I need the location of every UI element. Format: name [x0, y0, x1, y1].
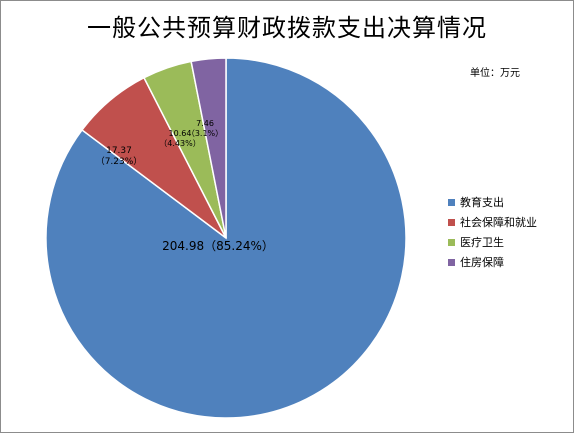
data-label-housing: 7.46 （3.1%） [187, 119, 223, 138]
legend-item-housing: 住房保障 [448, 252, 537, 272]
data-label-education: 204.98（85.24%） [162, 239, 274, 253]
legend-swatch [448, 198, 455, 206]
legend-item-healthcare: 医疗卫生 [448, 232, 537, 252]
chart-legend: 教育支出社会保障和就业 医疗卫生住房保障 [448, 192, 537, 272]
unit-label: 单位：万元 [470, 68, 520, 79]
legend-swatch [448, 258, 455, 266]
legend-item-education: 教育支出 [448, 192, 537, 212]
data-label-healthcare: 10.64 （4.43%） [159, 129, 200, 148]
legend-swatch [448, 238, 455, 246]
legend-label: 教育支出 [460, 196, 504, 209]
legend-label: 医疗卫生 [460, 236, 504, 249]
legend-swatch [448, 218, 455, 226]
chart-title: 一般公共预算财政拨款支出决算情况 [87, 14, 487, 42]
legend-item-social-security: 社会保障和就业 [448, 212, 537, 232]
data-label-social-security: 17.37 （7.23%） [96, 146, 143, 167]
pie-slice-housing [190, 57, 227, 239]
legend-label: 社会保障和就业 [460, 216, 537, 229]
legend-label: 住房保障 [460, 256, 504, 269]
